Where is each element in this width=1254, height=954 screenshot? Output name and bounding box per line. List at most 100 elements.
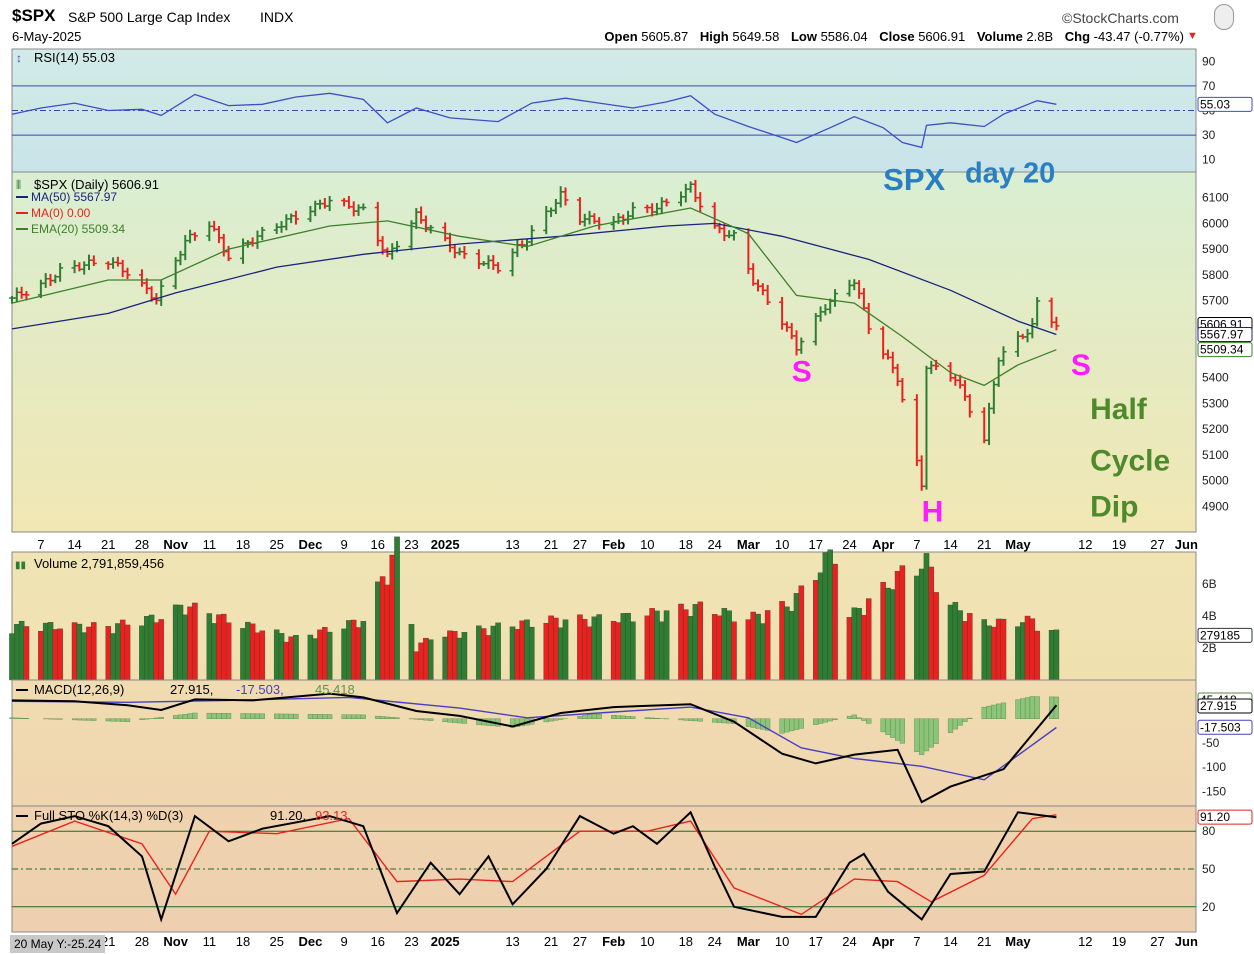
macd-signal-tag-text: -17.503 [1200, 720, 1241, 734]
volume-last-value-tag-box [1197, 627, 1253, 643]
macd-histogram-bar [384, 716, 391, 719]
macd-histogram-bar [71, 718, 78, 721]
macd-histogram-bar [124, 718, 131, 722]
macd-panel-y-tick: -50 [1202, 736, 1220, 750]
volume-bar [986, 625, 992, 681]
volume-bar [967, 613, 973, 681]
macd-histogram-bar [919, 718, 925, 755]
macd-histogram-bar [817, 718, 824, 724]
x-axis-top-tick: 27 [573, 537, 587, 552]
volume-bar [1015, 626, 1021, 681]
macd-histogram-bar [317, 714, 323, 719]
volume-bar [923, 553, 930, 681]
price-candle [191, 232, 198, 241]
exchange-label: INDX [260, 9, 294, 25]
x-axis-bottom-tick: Nov [163, 934, 188, 949]
price-panel-y-tick: 6100 [1202, 191, 1229, 205]
annotation-spx: SPX [883, 162, 945, 197]
price-candle [764, 284, 771, 305]
ma50-last-value-tag-box [1197, 327, 1253, 343]
volume-bar [452, 631, 458, 681]
macd-histogram-bar [630, 716, 636, 719]
volume-bar [375, 581, 381, 681]
volume-bar [216, 614, 222, 681]
macd-histogram-bar [351, 714, 357, 719]
macd-histogram-bar [644, 717, 650, 719]
macd-histogram-bar [115, 718, 121, 722]
volume-bar [187, 606, 193, 681]
macd-histogram-bar [649, 717, 655, 719]
volume-bar [182, 614, 189, 681]
macd-histogram-bar [312, 714, 318, 719]
price-candle [832, 289, 839, 307]
volume-bar [928, 566, 935, 681]
sto-panel-y-tick: 20 [1202, 900, 1216, 914]
volume-panel-legend: Volume 2,791,859,456 [34, 556, 164, 571]
scroll-handle-icon[interactable] [1214, 4, 1234, 30]
macd-histogram-bar [745, 718, 751, 727]
macd-histogram-bar [856, 717, 862, 719]
macd-histogram-bar [452, 718, 458, 723]
price-legend-item: MA(50) 5567.97 [31, 190, 117, 204]
x-axis-bottom-tick: 7 [913, 934, 920, 949]
x-axis-top-tick: 17 [809, 537, 823, 552]
volume-bar [856, 608, 862, 681]
x-axis-top-tick: 18 [236, 537, 250, 552]
volume-bar [38, 631, 44, 681]
macd-histogram-bar [76, 718, 82, 721]
x-axis-bottom-tick: 11 [203, 934, 217, 949]
volume-bar [307, 634, 314, 681]
macd-histogram-bar [211, 712, 217, 719]
volume-bar [206, 613, 213, 681]
quote-value-low: 5586.04 [820, 29, 872, 44]
macd-histogram-bar [543, 718, 549, 723]
volume-bar [480, 628, 487, 681]
macd-histogram-bar [428, 718, 434, 721]
macd-histogram-bar [158, 717, 164, 719]
x-axis-bottom-tick: 28 [135, 934, 149, 949]
macd-histogram-bar [360, 714, 366, 719]
volume-panel-y-tick: 6B [1202, 577, 1217, 591]
x-axis-top-tick: Mar [737, 537, 760, 552]
volume-bar [384, 584, 391, 681]
macd-panel-y-tick: -150 [1202, 784, 1226, 798]
macd-histogram-bar [423, 718, 429, 721]
macd-histogram-bar [1024, 697, 1031, 719]
quote-label-high: High [699, 29, 733, 44]
macd-last-value-tag-box [1197, 698, 1253, 714]
macd-histogram-bar [688, 718, 694, 721]
macd-signal-tag: -17.503 [1197, 719, 1253, 735]
x-axis-top-tick: 19 [1112, 537, 1126, 552]
price-candle [225, 245, 232, 262]
price-panel-y-tick: 5000 [1202, 474, 1229, 488]
quote-label-chg: Chg [1064, 29, 1094, 44]
macd-histogram-bar [173, 715, 179, 719]
volume-bar [456, 637, 463, 681]
volume-bar [476, 625, 482, 681]
price-panel-legend: $SPX (Daily) 5606.91 [34, 177, 159, 192]
volume-bar [9, 633, 15, 681]
price-panel-y-tick: 5300 [1202, 396, 1229, 410]
ma50-line [11, 222, 1057, 336]
sto-legend-d-value: 93.13 [315, 808, 348, 823]
macd-histogram-bar [861, 718, 867, 721]
crosshair-readout: 20 May Y:-25.24 [10, 935, 106, 953]
volume-bar [721, 608, 728, 681]
volume-bar [625, 612, 631, 681]
sto-panel-y-tick: 80 [1202, 824, 1216, 838]
quote-label-low: Low [790, 29, 821, 44]
price-candle [865, 302, 872, 335]
volume-bar [663, 610, 670, 681]
volume-bar [408, 624, 415, 681]
macd-last-value-tag-text: 27.915 [1200, 699, 1237, 713]
quote-line: Open 5605.87 High 5649.58 Low 5586.04 Cl… [604, 29, 1192, 44]
volume-bar [14, 624, 20, 681]
x-axis-top-tick: 21 [101, 537, 115, 552]
volume-bar [105, 626, 112, 681]
x-axis-top-tick: 10 [775, 537, 789, 552]
macd-histogram-bar [620, 715, 626, 719]
volume-bar [529, 626, 535, 681]
x-axis-top-tick: 27 [1150, 537, 1164, 552]
x-axis-top-tick: 14 [67, 537, 81, 552]
macd-legend: MACD(12,26,9) 27.915, -17.503, 45.418 [16, 682, 355, 697]
